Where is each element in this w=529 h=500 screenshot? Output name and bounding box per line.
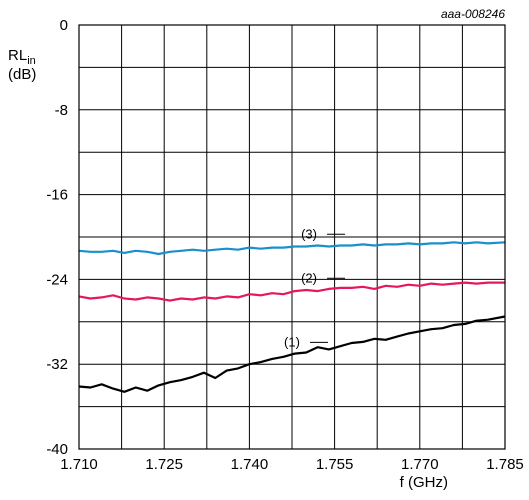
y-axis-label: RLin (8, 47, 36, 67)
y-tick-label: 0 (60, 17, 68, 34)
x-tick-label: 1.785 (486, 456, 524, 473)
y-tick-label: -32 (46, 356, 68, 373)
tick-labels: 0 -8 -16 -24 -32 -401.710 1.725 1.740 1.755 1.770… (46, 17, 523, 473)
y-tick-label: -8 (55, 102, 68, 119)
x-tick-label: 1.770 (401, 456, 439, 473)
series-label: (2) (301, 270, 317, 285)
y-axis-unit: (dB) (8, 66, 36, 83)
x-tick-label: 1.725 (145, 456, 183, 473)
figure-id-label: aaa-008246 (441, 7, 505, 21)
series-layer: (1) (2) (3) (78, 226, 506, 393)
y-axis-label-main: RL (8, 47, 27, 64)
grid (78, 24, 506, 450)
series-line-1 (78, 315, 506, 393)
x-tick-label: 1.710 (60, 456, 98, 473)
plot-frame (78, 24, 506, 450)
y-tick-label: -24 (46, 271, 68, 288)
y-tick-label: -40 (46, 441, 68, 458)
series-line-3 (78, 241, 506, 256)
x-axis-label: f (GHz) (400, 474, 448, 491)
y-tick-label: -16 (46, 187, 68, 204)
x-tick-label: 1.755 (316, 456, 354, 473)
series-line-2 (78, 281, 505, 302)
series-label: (3) (301, 226, 317, 241)
y-axis-label-sub: in (27, 55, 36, 67)
x-tick-label: 1.740 (231, 456, 269, 473)
series-label: (1) (284, 334, 300, 349)
